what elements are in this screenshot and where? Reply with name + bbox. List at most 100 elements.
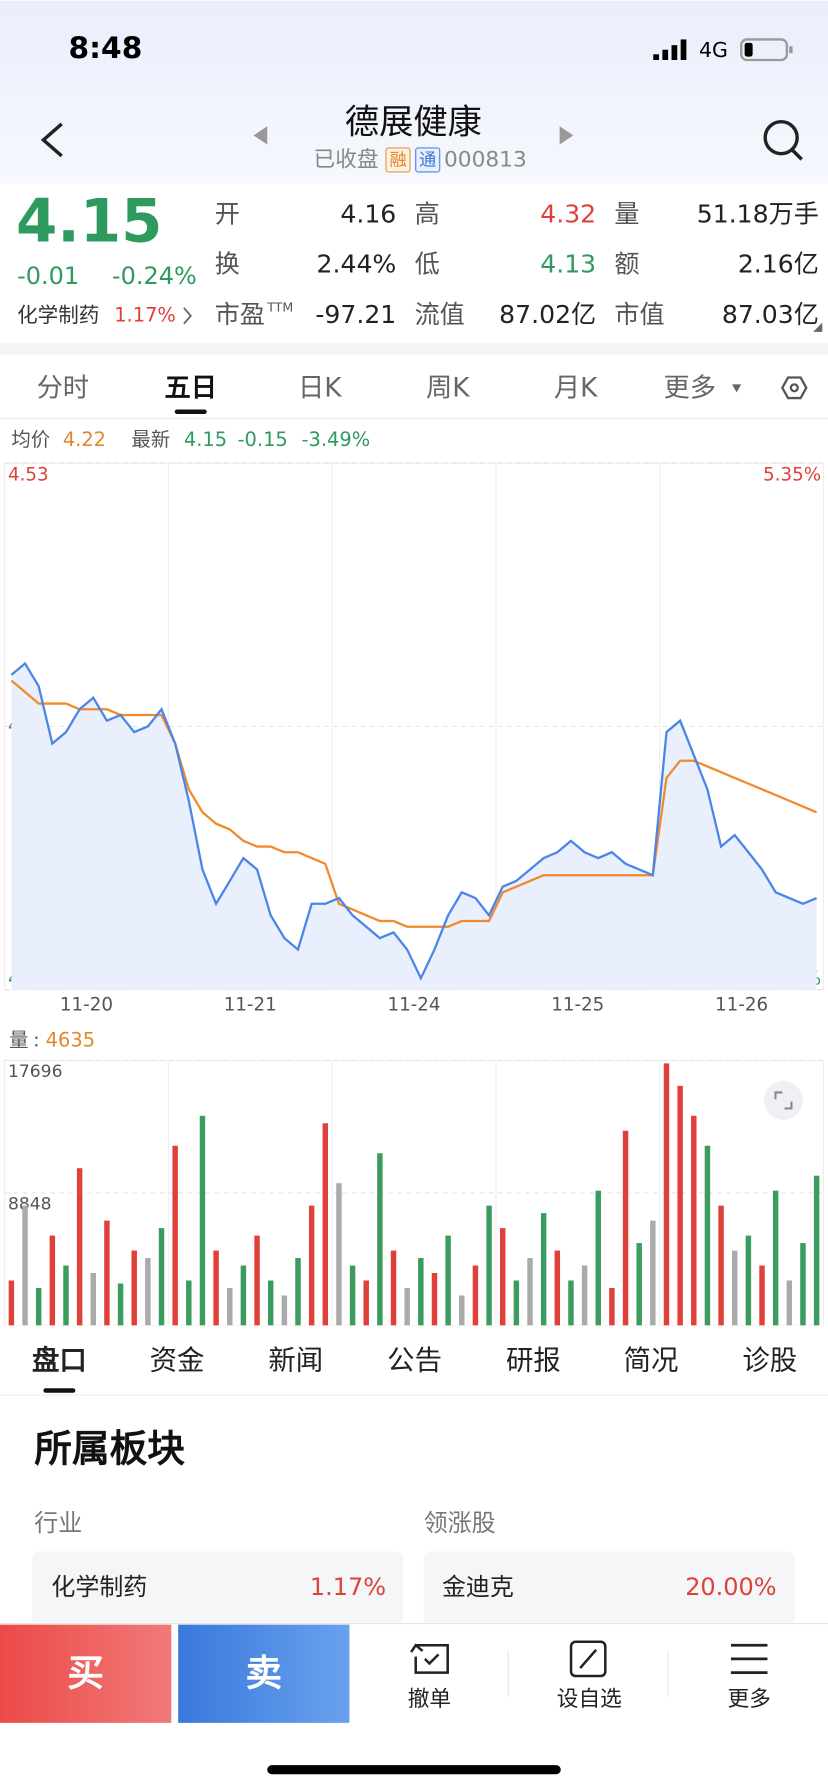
info-tab[interactable]: 研报 bbox=[506, 1345, 561, 1376]
industry-label: 行业 bbox=[34, 1509, 82, 1537]
stat-label: 高 bbox=[415, 199, 440, 228]
volume-bar bbox=[267, 1280, 274, 1326]
tab[interactable]: 五日 bbox=[164, 373, 217, 403]
volume-bar bbox=[786, 1280, 793, 1326]
back-button[interactable] bbox=[40, 122, 63, 158]
next-stock[interactable] bbox=[559, 126, 574, 145]
chart-tabs: 分时 五日 日K 周K 月K 更多 bbox=[37, 373, 717, 415]
volume-bar bbox=[472, 1265, 479, 1326]
volume-bar bbox=[499, 1228, 506, 1326]
tab[interactable]: 分时 bbox=[37, 373, 90, 403]
stat-value: 2.16亿 bbox=[738, 250, 819, 279]
volume-bar bbox=[595, 1190, 601, 1326]
action-label[interactable]: 设自选 bbox=[557, 1687, 622, 1712]
volume-bar bbox=[254, 1235, 260, 1326]
stat-value: 4.13 bbox=[540, 250, 596, 279]
expand-button[interactable] bbox=[764, 1081, 803, 1120]
volume-bar bbox=[172, 1145, 178, 1326]
stat-value: 51.18万手 bbox=[697, 199, 819, 228]
network: 4G bbox=[699, 38, 728, 62]
info-tabs: 盘口 资金 新闻 公告 研报 简况 诊股 bbox=[32, 1344, 797, 1393]
volume-bar bbox=[104, 1220, 110, 1326]
stat-label: 市盈 bbox=[215, 300, 265, 329]
x-tick-label: 11-21 bbox=[224, 995, 277, 1016]
cancel-icon[interactable] bbox=[410, 1643, 449, 1674]
volume-bar bbox=[622, 1130, 629, 1326]
change: -0.01 bbox=[17, 262, 79, 290]
volume-bar bbox=[363, 1280, 369, 1326]
x-tick-label: 11-24 bbox=[387, 995, 440, 1016]
stat-label: 流值 bbox=[415, 300, 465, 329]
stat-value: -97.21 bbox=[315, 300, 396, 329]
industry-change: 1.17% bbox=[310, 1573, 386, 1601]
stock-name: 德展健康 bbox=[345, 102, 482, 142]
stat-value: 87.02亿 bbox=[499, 300, 596, 329]
watchlist-icon[interactable] bbox=[569, 1640, 607, 1678]
prev-stock[interactable] bbox=[253, 126, 268, 145]
volume-bar bbox=[663, 1063, 670, 1326]
volume-bar bbox=[240, 1265, 247, 1326]
stat-label: 低 bbox=[415, 250, 440, 279]
action-label[interactable]: 撤单 bbox=[408, 1687, 451, 1712]
dropdown-arrow bbox=[732, 384, 742, 393]
volume-bar bbox=[131, 1250, 137, 1326]
volume-bar bbox=[431, 1273, 438, 1326]
tab[interactable]: 月K bbox=[554, 373, 598, 403]
volume-bar bbox=[63, 1265, 69, 1326]
x-tick-label: 11-20 bbox=[60, 995, 113, 1016]
volume-bar bbox=[691, 1115, 697, 1326]
stat-label: 市值 bbox=[614, 300, 664, 329]
volume-bar bbox=[227, 1287, 233, 1326]
tab-bar bbox=[0, 1325, 828, 1394]
volume-bar bbox=[772, 1190, 779, 1326]
volume-bar bbox=[745, 1235, 752, 1326]
stat-value: 4.32 bbox=[540, 199, 596, 228]
volume-bar bbox=[718, 1205, 724, 1326]
volume-readout: 4635 bbox=[46, 1029, 95, 1052]
info-tab[interactable]: 简况 bbox=[624, 1345, 679, 1376]
tab[interactable]: 日K bbox=[298, 373, 342, 403]
volume-bar bbox=[650, 1220, 656, 1326]
volume-bar bbox=[186, 1280, 192, 1326]
leader-card[interactable] bbox=[423, 1551, 795, 1625]
tab[interactable]: 周K bbox=[426, 373, 470, 403]
leader-change: 20.00% bbox=[685, 1573, 776, 1601]
separator bbox=[0, 343, 828, 355]
badge-box bbox=[385, 147, 411, 173]
settings-dot bbox=[789, 383, 799, 393]
info-tab[interactable]: 诊股 bbox=[742, 1345, 797, 1376]
volume-bar bbox=[418, 1258, 424, 1326]
leader-label: 领涨股 bbox=[424, 1509, 496, 1537]
y-tick-label: 17696 bbox=[8, 1062, 62, 1082]
volume-bar bbox=[800, 1243, 806, 1326]
info-tab[interactable]: 新闻 bbox=[268, 1345, 323, 1376]
volume-bar bbox=[609, 1287, 615, 1326]
volume-bar bbox=[486, 1205, 492, 1326]
chevron bbox=[183, 307, 192, 325]
info-tab[interactable]: 公告 bbox=[387, 1345, 442, 1376]
volume-bar bbox=[731, 1250, 738, 1326]
industry-card[interactable] bbox=[31, 1551, 404, 1625]
more-icon[interactable] bbox=[730, 1643, 768, 1674]
latest-value: 4.15 bbox=[184, 428, 227, 451]
settings-button[interactable] bbox=[781, 376, 808, 400]
volume-bar bbox=[704, 1145, 711, 1326]
search-button[interactable] bbox=[763, 119, 803, 161]
buy-button[interactable] bbox=[0, 1624, 172, 1723]
info-tab[interactable]: 资金 bbox=[150, 1345, 205, 1376]
sector-change: 1.17% bbox=[114, 303, 176, 326]
volume-bar bbox=[322, 1123, 329, 1326]
info-tab[interactable]: 盘口 bbox=[32, 1344, 87, 1376]
volume-bar bbox=[390, 1250, 397, 1326]
volume-bar bbox=[540, 1213, 547, 1326]
x-tick-label: 11-25 bbox=[551, 995, 604, 1016]
volume-bar bbox=[199, 1115, 206, 1326]
volume-bar bbox=[213, 1250, 219, 1326]
action-label[interactable]: 更多 bbox=[728, 1687, 771, 1712]
avg-value: 4.22 bbox=[63, 428, 106, 451]
tab[interactable]: 更多 bbox=[664, 373, 717, 403]
sell-button[interactable] bbox=[178, 1624, 350, 1723]
avg-label: 均价 bbox=[11, 428, 50, 451]
